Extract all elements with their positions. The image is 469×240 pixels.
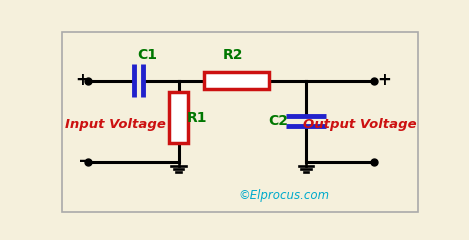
Text: +: + (377, 71, 391, 89)
Text: Output Voltage: Output Voltage (303, 118, 417, 131)
Bar (204, 72, 269, 89)
Bar (169, 92, 188, 143)
Text: R1: R1 (187, 110, 207, 125)
Text: +: + (76, 71, 89, 89)
Text: -: - (78, 152, 86, 170)
Text: ©Elprocus.com: ©Elprocus.com (238, 189, 330, 202)
Text: C1: C1 (138, 48, 158, 62)
Text: Input Voltage: Input Voltage (65, 118, 166, 131)
Text: R2: R2 (223, 48, 243, 62)
Text: C2: C2 (269, 114, 288, 128)
